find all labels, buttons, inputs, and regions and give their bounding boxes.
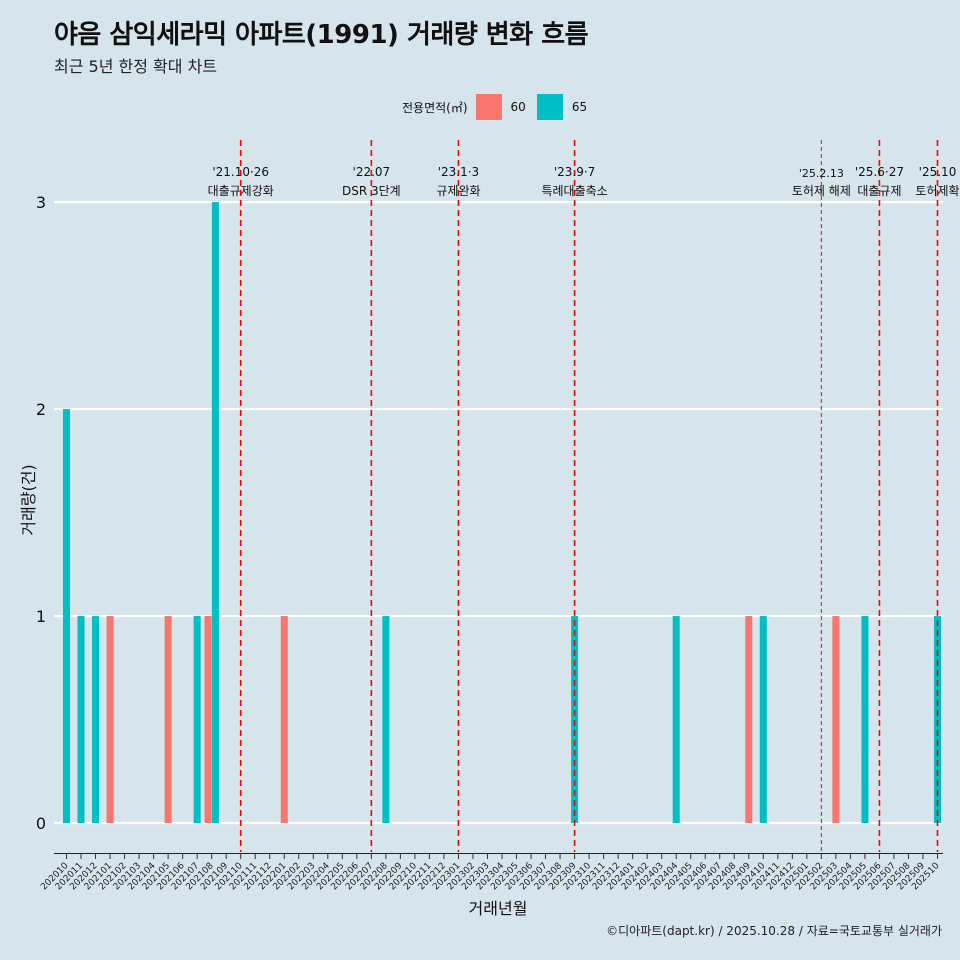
chart-subtitle: 최근 5년 한정 확대 차트 <box>54 57 218 76</box>
bar-65-202309 <box>571 616 579 824</box>
source-caption: ©디아파트(dapt.kr) / 2025.10.28 / 자료=국토교통부 실… <box>606 924 942 938</box>
event-label-202510: 토허제확 <box>915 184 959 198</box>
bar-65-202011 <box>77 616 85 824</box>
legend-swatch-60 <box>475 94 502 120</box>
event-label-202506: 대출규제 <box>857 184 901 198</box>
bar-65-202510 <box>934 616 941 824</box>
bar-65-202505 <box>861 616 869 824</box>
y-tick-label: 1 <box>36 607 46 626</box>
bar-65-202410 <box>759 616 767 824</box>
y-tick-label: 2 <box>36 400 46 419</box>
bar-65-202208 <box>382 616 390 824</box>
bar-65-202404 <box>672 616 680 824</box>
legend-label-65: 65 <box>571 100 588 114</box>
bar-65-202108 <box>211 202 219 824</box>
legend-title: 전용면적(㎡) <box>402 100 468 115</box>
event-label-202301: 규제완화 <box>436 184 480 198</box>
event-date-202309: '23.9·7 <box>554 165 595 179</box>
bar-65-202010 <box>63 409 70 824</box>
legend: 전용면적(㎡) 60 65 <box>402 94 598 120</box>
bar-60-202201 <box>280 616 288 824</box>
legend-swatch-65 <box>536 94 563 120</box>
event-date-202510: '25.10 <box>919 165 957 179</box>
event-date-202301: '23.1·3 <box>438 165 479 179</box>
event-label-202502: 토허제 해제 <box>792 184 851 198</box>
event-date-202110: '21.10·26 <box>212 165 269 179</box>
event-label-202207: DSR 3단계 <box>342 184 401 198</box>
bar-60-202101 <box>106 616 114 824</box>
legend-label-60: 60 <box>510 100 526 114</box>
bar-65-202012 <box>92 616 100 824</box>
chart-title: 야음 삼익세라믹 아파트(1991) 거래량 변화 흐름 <box>54 20 589 50</box>
y-tick-label: 3 <box>36 193 46 212</box>
bar-60-202108 <box>204 616 212 824</box>
y-tick-label: 0 <box>36 814 46 833</box>
bar-60-202503 <box>832 616 840 824</box>
event-date-202207: '22.07 <box>353 165 391 179</box>
bar-60-202105 <box>164 616 172 824</box>
y-axis-title: 거래량(건) <box>19 464 38 535</box>
event-label-202309: 특례대출축소 <box>541 184 607 198</box>
event-date-202506: '25.6·27 <box>855 165 904 179</box>
bar-65-202107 <box>193 616 201 824</box>
event-date-202502: '25.2.13 <box>799 167 844 180</box>
event-label-202110: 대출규제강화 <box>208 184 274 198</box>
bar-60-202409 <box>745 616 753 824</box>
x-axis-title: 거래년월 <box>469 899 528 918</box>
